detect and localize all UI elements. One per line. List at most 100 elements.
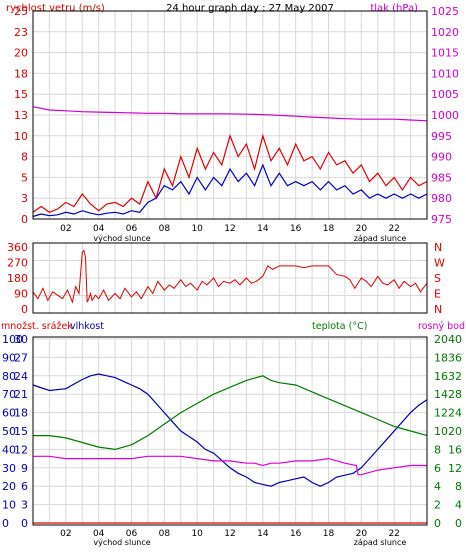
humidity-series-line xyxy=(32,373,428,487)
precip-axis-label: množst. srážek xyxy=(1,321,73,332)
wind-direction-tick-label: 90 xyxy=(14,288,28,301)
humidity-tick-label: 0 xyxy=(2,517,9,530)
x-tick-label: 22 xyxy=(388,529,399,539)
x-tick-label: 16 xyxy=(290,224,302,234)
sunset-label: západ slunce xyxy=(354,234,407,243)
panel1-frame xyxy=(32,10,428,220)
wind-speed-tick-label: 13 xyxy=(14,109,28,122)
pressure-tick-label: 980 xyxy=(431,192,452,205)
temperature-tick-label: 12 xyxy=(448,462,462,475)
pressure-tick-label: 1010 xyxy=(431,67,459,80)
wind-pressure-panel: rychlost vetru (m/s) 24 hour graph day :… xyxy=(6,3,459,243)
wind-speed-tick-label: 18 xyxy=(14,67,28,80)
x-tick-label: 18 xyxy=(323,529,335,539)
wind-direction-tick-label: 360 xyxy=(7,241,28,254)
dewpoint-tick-label: 10 xyxy=(434,425,448,438)
wind-direction-tick-label: 180 xyxy=(7,272,28,285)
pressure-tick-label: 1000 xyxy=(431,109,459,122)
x-tick-label: 12 xyxy=(224,529,235,539)
panel1-x-ticks: 02 04 06 08 10 12 14 16 18 20 22 xyxy=(60,224,400,234)
pressure-tick-label: 990 xyxy=(431,151,452,164)
x-tick-label: 10 xyxy=(191,224,203,234)
x-tick-label: 08 xyxy=(159,224,171,234)
humidity-axis-label: vlhkost xyxy=(70,321,104,332)
panel3-precip-ticks: 0 3 6 9 12 15 18 21 24 27 30 xyxy=(14,333,28,530)
wind-speed-tick-label: 10 xyxy=(14,130,28,143)
precip-tick-label: 21 xyxy=(14,388,28,401)
wind-direction-series-line xyxy=(32,249,428,304)
humidity-tick-label: 40 xyxy=(2,443,16,456)
x-tick-label: 02 xyxy=(60,224,71,234)
panel3-grid xyxy=(32,338,428,524)
wind-speed-tick-label: 0 xyxy=(21,213,28,226)
dewpoint-tick-label: 6 xyxy=(434,462,441,475)
dewpoint-tick-label: 16 xyxy=(434,370,448,383)
panel1-left-ticks: 0 3 5 8 10 13 15 18 20 23 25 xyxy=(14,5,28,226)
x-tick-label: 06 xyxy=(126,224,138,234)
pressure-tick-label: 1005 xyxy=(431,88,459,101)
temperature-tick-label: 8 xyxy=(455,480,462,493)
temperature-axis-label: teplota (°C) xyxy=(312,321,367,332)
precip-tick-label: 27 xyxy=(14,351,28,364)
wind-speed-tick-label: 5 xyxy=(21,171,28,184)
temperature-tick-label: 0 xyxy=(455,517,462,530)
x-tick-label: 10 xyxy=(191,529,203,539)
dewpoint-tick-label: 8 xyxy=(434,443,441,456)
pressure-tick-label: 975 xyxy=(431,213,452,226)
precip-tick-label: 18 xyxy=(14,407,28,420)
panel1-grid xyxy=(32,10,428,220)
x-tick-label: 14 xyxy=(257,529,269,539)
wind-direction-tick-label: 270 xyxy=(7,257,28,270)
temperature-tick-label: 36 xyxy=(448,351,462,364)
precip-tick-label: 24 xyxy=(14,370,28,383)
precip-tick-label: 12 xyxy=(14,443,28,456)
x-tick-label: 12 xyxy=(224,224,235,234)
panel3-temperature-ticks: 0 4 8 12 16 20 24 28 32 36 40 xyxy=(448,333,462,530)
humidity-tick-label: 50 xyxy=(2,425,16,438)
precip-tick-label: 0 xyxy=(21,517,28,530)
humidity-temperature-panel: množst. srážek vlhkost teplota (°C) rosn… xyxy=(1,321,465,547)
panel3-series xyxy=(32,373,428,524)
sunrise-label-bottom: východ slunce xyxy=(93,538,150,547)
panel2-series xyxy=(32,249,428,304)
panel3-humidity-ticks: 0 10 20 30 40 50 60 70 80 90 100 xyxy=(2,333,23,530)
dewpoint-tick-label: 12 xyxy=(434,407,448,420)
panel2-frame xyxy=(32,242,428,314)
precip-tick-label: 3 xyxy=(21,499,28,512)
panel1-series xyxy=(32,106,428,218)
dewpoint-series-line xyxy=(33,455,427,476)
humidity-tick-label: 100 xyxy=(2,333,23,346)
x-tick-label: 04 xyxy=(93,529,105,539)
humidity-tick-label: 60 xyxy=(2,407,16,420)
pressure-tick-label: 1015 xyxy=(431,47,459,60)
chart-title: 24 hour graph day : 27 May 2007 xyxy=(166,3,334,14)
dewpoint-tick-label: 2 xyxy=(434,499,441,512)
wind-speed-tick-label: 20 xyxy=(14,47,28,60)
compass-tick-label: N xyxy=(434,303,442,316)
compass-tick-label: E xyxy=(434,288,441,301)
panel3-dewpoint-ticks: 0 2 4 6 8 10 12 14 16 18 20 xyxy=(434,333,448,530)
temperature-tick-label: 40 xyxy=(448,333,462,346)
pressure-series-line xyxy=(32,106,428,122)
panel3-frame xyxy=(32,336,428,526)
temperature-tick-label: 4 xyxy=(455,499,462,512)
x-tick-label: 06 xyxy=(126,529,138,539)
compass-tick-label: W xyxy=(434,257,445,270)
precip-tick-label: 30 xyxy=(14,333,28,346)
dewpoint-tick-label: 0 xyxy=(434,517,441,530)
dewpoint-axis-label: rosný bod xyxy=(418,321,465,332)
wind-speed-tick-label: 25 xyxy=(14,5,28,18)
temperature-tick-label: 28 xyxy=(448,388,462,401)
dewpoint-tick-label: 4 xyxy=(434,480,441,493)
compass-tick-label: N xyxy=(434,241,442,254)
humidity-tick-label: 90 xyxy=(2,351,16,364)
compass-tick-label: S xyxy=(434,272,441,285)
humidity-tick-label: 80 xyxy=(2,370,16,383)
precip-tick-label: 9 xyxy=(21,462,28,475)
x-tick-label: 08 xyxy=(159,529,171,539)
pressure-tick-label: 995 xyxy=(431,130,452,143)
humidity-tick-label: 20 xyxy=(2,480,16,493)
wind-speed-tick-label: 23 xyxy=(14,26,28,39)
